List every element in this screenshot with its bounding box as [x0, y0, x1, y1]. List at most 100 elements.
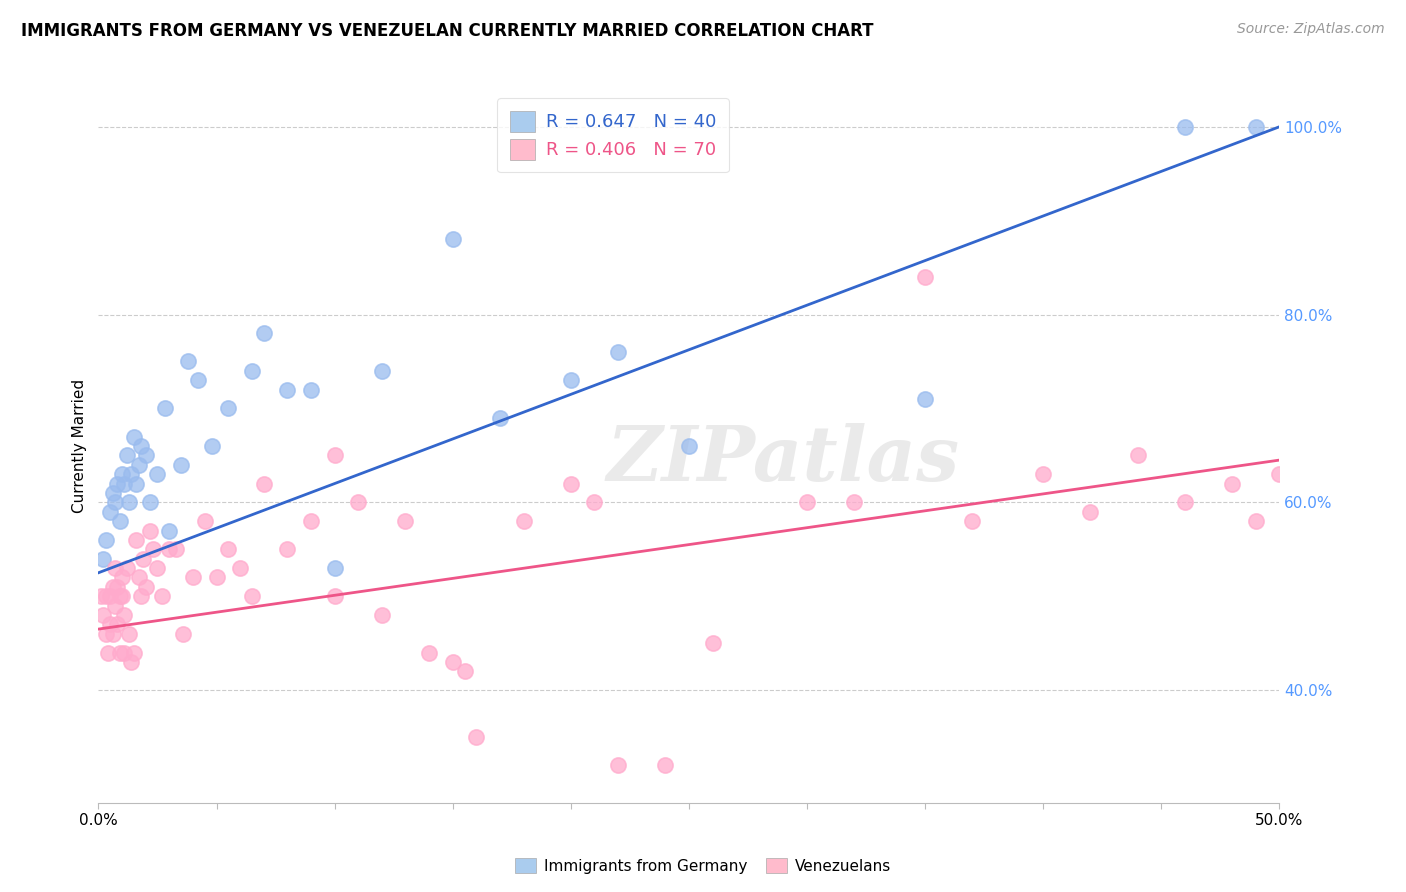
Point — [94, 589, 117, 603]
Point — [94, 533, 117, 547]
Point — [122, 429, 145, 443]
Point — [441, 232, 464, 246]
Point — [112, 476, 135, 491]
Point — [105, 476, 128, 491]
Text: ZIPatlas: ZIPatlas — [607, 424, 960, 497]
Point — [101, 580, 124, 594]
Point — [654, 758, 676, 772]
Point — [125, 533, 148, 547]
Point — [165, 542, 187, 557]
Point — [1174, 120, 1197, 134]
Point — [201, 439, 224, 453]
Point — [139, 495, 162, 509]
Point — [914, 392, 936, 406]
Point — [465, 730, 488, 744]
Point — [205, 570, 228, 584]
Point — [394, 514, 416, 528]
Point — [157, 524, 180, 538]
Point — [371, 607, 394, 622]
Point — [678, 439, 700, 453]
Point — [142, 542, 165, 557]
Point — [194, 514, 217, 528]
Point — [187, 373, 209, 387]
Point — [1126, 449, 1149, 463]
Point — [115, 449, 138, 463]
Point — [181, 570, 204, 584]
Point — [111, 467, 134, 482]
Point — [132, 551, 155, 566]
Point — [98, 589, 121, 603]
Point — [217, 401, 239, 416]
Point — [1032, 467, 1054, 482]
Point — [229, 561, 252, 575]
Point — [111, 589, 134, 603]
Point — [91, 607, 114, 622]
Point — [323, 449, 346, 463]
Legend: R = 0.647   N = 40, R = 0.406   N = 70: R = 0.647 N = 40, R = 0.406 N = 70 — [498, 98, 728, 172]
Point — [1174, 495, 1197, 509]
Point — [276, 542, 298, 557]
Point — [177, 354, 200, 368]
Point — [112, 646, 135, 660]
Point — [962, 514, 984, 528]
Point — [94, 627, 117, 641]
Point — [146, 561, 169, 575]
Point — [108, 646, 131, 660]
Point — [702, 636, 724, 650]
Point — [111, 570, 134, 584]
Point — [276, 383, 298, 397]
Point — [98, 617, 121, 632]
Point — [101, 627, 124, 641]
Point — [583, 495, 606, 509]
Point — [240, 589, 263, 603]
Point — [172, 627, 194, 641]
Point — [1268, 467, 1291, 482]
Point — [512, 514, 534, 528]
Point — [101, 486, 124, 500]
Point — [299, 514, 322, 528]
Point — [129, 439, 152, 453]
Y-axis label: Currently Married: Currently Married — [72, 379, 87, 513]
Point — [253, 326, 276, 341]
Point — [108, 589, 131, 603]
Point — [1080, 505, 1102, 519]
Point — [135, 449, 157, 463]
Point — [453, 665, 475, 679]
Point — [299, 383, 322, 397]
Point — [105, 617, 128, 632]
Point — [91, 551, 114, 566]
Point — [139, 524, 162, 538]
Point — [153, 401, 176, 416]
Point — [129, 589, 152, 603]
Point — [90, 589, 112, 603]
Point — [1244, 514, 1267, 528]
Point — [121, 467, 143, 482]
Point — [122, 646, 145, 660]
Point — [1244, 120, 1267, 134]
Point — [108, 514, 131, 528]
Point — [98, 505, 121, 519]
Point — [121, 655, 143, 669]
Point — [240, 364, 263, 378]
Point — [118, 627, 141, 641]
Text: Source: ZipAtlas.com: Source: ZipAtlas.com — [1237, 22, 1385, 37]
Point — [125, 476, 148, 491]
Point — [441, 655, 464, 669]
Point — [796, 495, 818, 509]
Point — [253, 476, 276, 491]
Point — [112, 607, 135, 622]
Point — [128, 570, 150, 584]
Point — [157, 542, 180, 557]
Point — [170, 458, 193, 472]
Point — [217, 542, 239, 557]
Point — [105, 580, 128, 594]
Point — [104, 495, 127, 509]
Point — [560, 476, 582, 491]
Point — [914, 270, 936, 285]
Point — [418, 646, 440, 660]
Point — [323, 589, 346, 603]
Point — [104, 561, 127, 575]
Point — [146, 467, 169, 482]
Point — [607, 758, 630, 772]
Point — [97, 646, 120, 660]
